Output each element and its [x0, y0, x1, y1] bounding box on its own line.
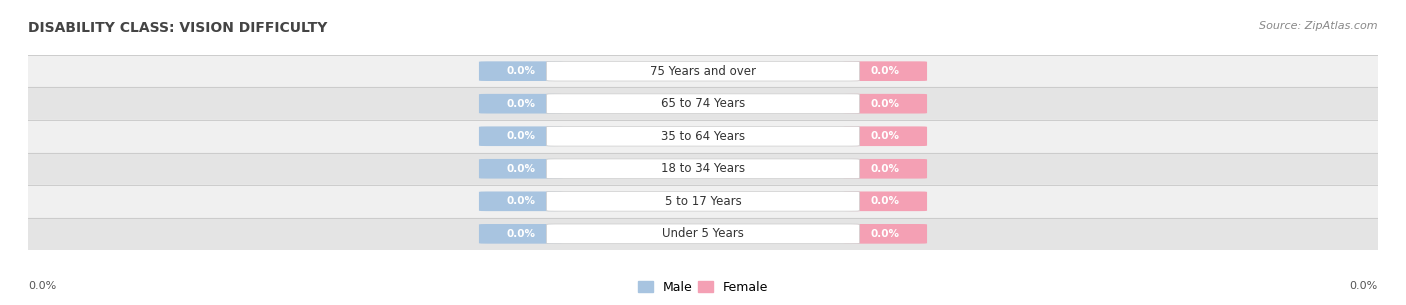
Legend: Male, Female: Male, Female: [633, 275, 773, 299]
Text: 0.0%: 0.0%: [1350, 281, 1378, 291]
Text: Source: ZipAtlas.com: Source: ZipAtlas.com: [1260, 21, 1378, 31]
FancyBboxPatch shape: [479, 126, 562, 146]
FancyBboxPatch shape: [844, 126, 927, 146]
Text: 0.0%: 0.0%: [870, 66, 900, 76]
Text: 18 to 34 Years: 18 to 34 Years: [661, 162, 745, 175]
Text: 0.0%: 0.0%: [506, 131, 536, 141]
Text: 0.0%: 0.0%: [506, 229, 536, 239]
FancyBboxPatch shape: [844, 61, 927, 81]
Text: Under 5 Years: Under 5 Years: [662, 227, 744, 240]
Bar: [28, 55, 1378, 88]
FancyBboxPatch shape: [844, 224, 927, 244]
Text: 65 to 74 Years: 65 to 74 Years: [661, 97, 745, 110]
Text: 0.0%: 0.0%: [870, 131, 900, 141]
FancyBboxPatch shape: [547, 126, 859, 146]
Text: 5 to 17 Years: 5 to 17 Years: [665, 195, 741, 208]
Text: 0.0%: 0.0%: [506, 66, 536, 76]
Text: 0.0%: 0.0%: [870, 164, 900, 174]
Text: 0.0%: 0.0%: [28, 281, 56, 291]
FancyBboxPatch shape: [479, 159, 562, 179]
Text: DISABILITY CLASS: VISION DIFFICULTY: DISABILITY CLASS: VISION DIFFICULTY: [28, 21, 328, 35]
Text: 0.0%: 0.0%: [506, 164, 536, 174]
FancyBboxPatch shape: [844, 94, 927, 113]
Text: 0.0%: 0.0%: [506, 99, 536, 109]
Text: 0.0%: 0.0%: [870, 99, 900, 109]
Bar: [28, 152, 1378, 185]
FancyBboxPatch shape: [547, 94, 859, 113]
Bar: [28, 185, 1378, 217]
FancyBboxPatch shape: [547, 159, 859, 179]
Text: 0.0%: 0.0%: [506, 196, 536, 206]
Bar: [28, 88, 1378, 120]
FancyBboxPatch shape: [547, 192, 859, 211]
FancyBboxPatch shape: [547, 224, 859, 244]
FancyBboxPatch shape: [479, 224, 562, 244]
Bar: [28, 217, 1378, 250]
Text: 0.0%: 0.0%: [870, 229, 900, 239]
FancyBboxPatch shape: [844, 159, 927, 179]
FancyBboxPatch shape: [844, 192, 927, 211]
FancyBboxPatch shape: [547, 61, 859, 81]
FancyBboxPatch shape: [479, 61, 562, 81]
FancyBboxPatch shape: [479, 94, 562, 113]
Text: 75 Years and over: 75 Years and over: [650, 65, 756, 78]
Text: 35 to 64 Years: 35 to 64 Years: [661, 130, 745, 143]
FancyBboxPatch shape: [479, 192, 562, 211]
Text: 0.0%: 0.0%: [870, 196, 900, 206]
Bar: [28, 120, 1378, 152]
